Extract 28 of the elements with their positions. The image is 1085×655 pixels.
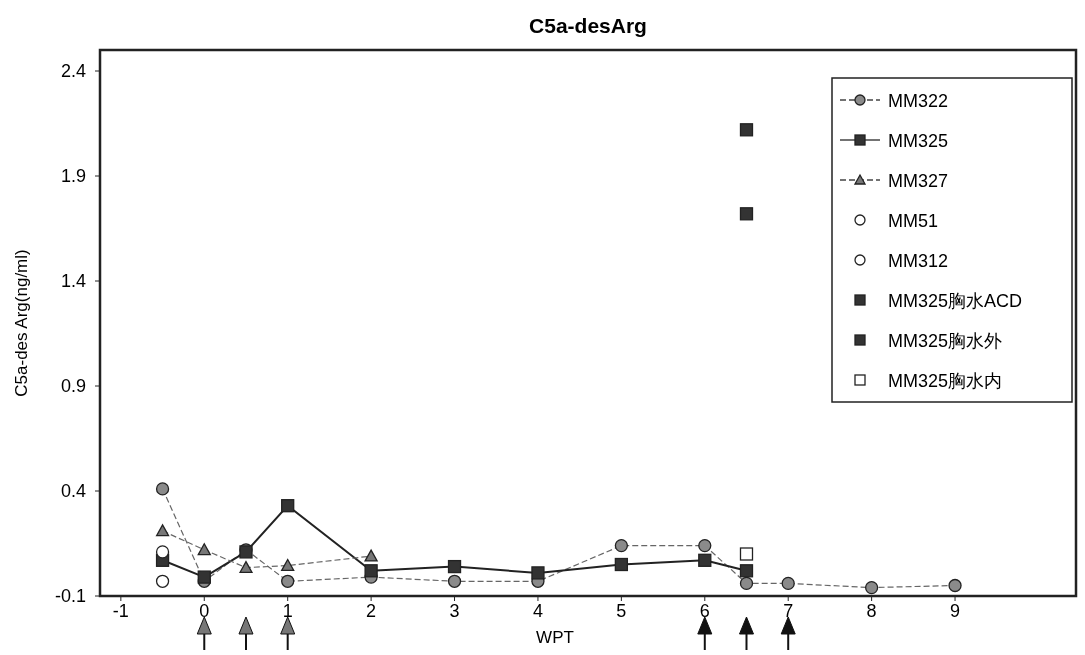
- legend-label: MM322: [888, 91, 949, 111]
- x-tick-label: -1: [112, 601, 129, 621]
- x-tick-label: 5: [616, 601, 627, 621]
- y-tick-label: 1.9: [60, 166, 86, 186]
- x-tick-label: 8: [866, 601, 877, 621]
- x-tick-label: 7: [783, 601, 794, 621]
- y-tick-label: 2.4: [60, 61, 86, 81]
- x-tick-label: 4: [532, 601, 543, 621]
- y-axis-title: C5a-des Arg(ng/ml): [12, 249, 31, 397]
- y-tick-label: 0.4: [60, 481, 86, 501]
- x-axis-title: WPT: [536, 628, 574, 647]
- x-tick-label: 3: [449, 601, 460, 621]
- y-tick-label: 1.4: [60, 271, 86, 291]
- x-tick-label: 0: [199, 601, 210, 621]
- x-tick-label: 2: [366, 601, 377, 621]
- y-tick-label: -0.1: [54, 586, 86, 606]
- legend-label: MM325胸水ACD: [888, 291, 1023, 311]
- legend-label: MM312: [888, 251, 949, 271]
- legend-label: MM327: [888, 171, 949, 191]
- legend-label: MM325胸水外: [888, 331, 1003, 351]
- x-tick-label: 6: [699, 601, 710, 621]
- legend-label: MM325: [888, 131, 949, 151]
- legend-label: MM325胸水内: [888, 371, 1003, 391]
- y-tick-label: 0.9: [60, 376, 86, 396]
- x-tick-label: 1: [282, 601, 293, 621]
- legend-label: MM51: [888, 211, 939, 231]
- chart-title: C5a-desArg: [529, 14, 647, 37]
- x-tick-label: 9: [950, 601, 961, 621]
